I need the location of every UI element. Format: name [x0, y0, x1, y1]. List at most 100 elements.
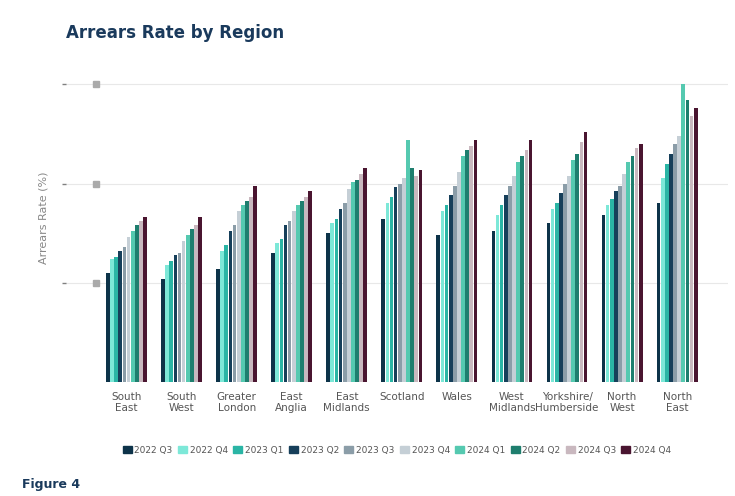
Bar — [457, 172, 461, 382]
Bar — [351, 182, 355, 382]
Bar — [610, 199, 614, 382]
Bar — [656, 203, 661, 382]
Text: Arrears Rate by Region: Arrears Rate by Region — [66, 24, 284, 42]
Bar — [237, 211, 240, 382]
Bar — [123, 247, 126, 382]
Bar — [216, 269, 220, 382]
Bar — [571, 160, 575, 382]
Bar — [190, 229, 194, 382]
Bar — [173, 255, 177, 382]
Bar — [410, 168, 414, 382]
Bar — [347, 189, 351, 382]
Bar — [528, 140, 532, 382]
Bar — [492, 231, 495, 382]
Bar — [343, 203, 346, 382]
Bar — [364, 168, 368, 382]
Bar — [465, 150, 469, 382]
Bar — [254, 186, 257, 382]
Bar — [495, 215, 499, 382]
Bar — [555, 203, 559, 382]
Bar — [233, 225, 237, 382]
Bar — [406, 140, 410, 382]
Bar — [563, 184, 567, 382]
Y-axis label: Arrears Rate (%): Arrears Rate (%) — [39, 172, 49, 264]
Bar — [500, 205, 503, 382]
Bar — [661, 178, 664, 382]
Bar — [681, 84, 685, 382]
Bar — [359, 174, 363, 382]
Bar — [161, 279, 165, 382]
Bar — [169, 261, 173, 382]
Bar — [584, 132, 587, 382]
Bar — [110, 259, 114, 382]
Bar — [115, 257, 118, 382]
Bar — [580, 142, 584, 382]
Bar — [631, 156, 634, 382]
Bar — [689, 116, 693, 382]
Bar — [186, 235, 190, 382]
Bar — [131, 231, 135, 382]
Bar — [249, 197, 253, 382]
Bar — [165, 265, 169, 382]
Bar — [418, 170, 423, 382]
Bar — [402, 178, 406, 382]
Bar — [673, 144, 677, 382]
Bar — [614, 191, 617, 382]
Bar — [126, 237, 130, 382]
Bar — [309, 191, 312, 382]
Bar — [559, 193, 563, 382]
Bar — [678, 136, 681, 382]
Bar — [381, 219, 385, 382]
Bar — [440, 211, 444, 382]
Bar — [182, 241, 185, 382]
Bar — [551, 209, 554, 382]
Bar — [470, 146, 473, 382]
Bar — [665, 164, 669, 382]
Bar — [445, 205, 448, 382]
Bar — [602, 215, 606, 382]
Bar — [334, 219, 338, 382]
Bar — [623, 174, 626, 382]
Bar — [304, 197, 308, 382]
Bar — [473, 140, 477, 382]
Legend: 2022 Q3, 2022 Q4, 2023 Q1, 2023 Q2, 2023 Q3, 2023 Q4, 2024 Q1, 2024 Q2, 2024 Q3,: 2022 Q3, 2022 Q4, 2023 Q1, 2023 Q2, 2023… — [119, 442, 675, 458]
Bar — [390, 197, 393, 382]
Bar — [386, 203, 390, 382]
Bar — [453, 186, 456, 382]
Bar — [576, 154, 579, 382]
Bar — [686, 100, 689, 382]
Bar — [606, 205, 609, 382]
Bar — [198, 217, 202, 382]
Bar — [547, 223, 551, 382]
Bar — [520, 156, 524, 382]
Bar — [300, 201, 304, 382]
Bar — [626, 162, 630, 382]
Bar — [504, 195, 508, 382]
Bar — [462, 156, 465, 382]
Bar — [618, 186, 622, 382]
Bar — [139, 221, 143, 382]
Bar — [194, 225, 198, 382]
Bar — [288, 221, 292, 382]
Bar — [516, 162, 520, 382]
Bar — [292, 211, 295, 382]
Bar — [106, 273, 110, 382]
Bar — [639, 144, 642, 382]
Bar — [245, 201, 249, 382]
Bar — [398, 184, 401, 382]
Bar — [271, 253, 275, 382]
Bar — [508, 186, 512, 382]
Bar — [512, 176, 516, 382]
Bar — [355, 180, 359, 382]
Bar — [296, 205, 300, 382]
Text: Figure 4: Figure 4 — [22, 478, 80, 491]
Bar — [276, 243, 279, 382]
Bar — [326, 233, 330, 382]
Bar — [634, 148, 639, 382]
Bar — [449, 195, 453, 382]
Bar — [178, 253, 182, 382]
Bar — [220, 251, 224, 382]
Bar — [394, 187, 398, 382]
Bar — [279, 239, 283, 382]
Bar — [525, 150, 528, 382]
